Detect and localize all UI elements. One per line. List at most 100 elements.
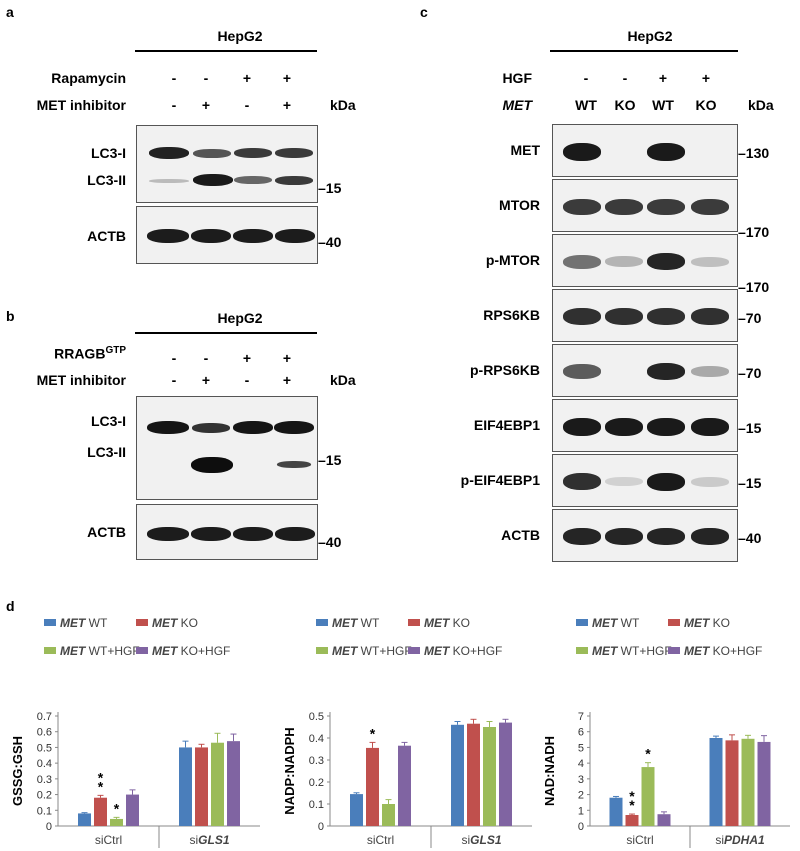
bar — [382, 804, 395, 826]
protein-label-actb: ACTB — [87, 228, 126, 244]
bar — [641, 767, 655, 826]
y-tick-label: 5 — [578, 742, 584, 754]
bar — [725, 740, 739, 826]
y-axis-label: NADP:NADPH — [282, 727, 297, 814]
y-tick-label: 0 — [578, 821, 584, 833]
band — [563, 473, 601, 490]
protein-label-lc3-i: LC3-I — [91, 413, 126, 429]
blot-mtor — [552, 179, 738, 232]
panel-d-charts: MET WT MET KO MET WT+HGF MET KO+HGF GSSG:GSH… — [10, 616, 790, 848]
band — [275, 148, 313, 158]
band — [691, 418, 729, 436]
band — [691, 477, 729, 487]
panel-label-c: c — [420, 4, 428, 20]
band — [691, 366, 729, 377]
protein-label: p-RPS6KB — [469, 361, 540, 378]
bar-chart-1: MET WT MET KO MET WT+HGF MET KO+HGF GSSG:GSH… — [10, 616, 260, 848]
legend-label: MET WT+HGF — [60, 644, 140, 658]
band — [191, 457, 233, 473]
protein-label-actb: ACTB — [87, 524, 126, 540]
category-label: siGLS1 — [189, 833, 229, 847]
rragb-superscript: GTP — [105, 345, 126, 356]
blot-actb — [136, 206, 318, 264]
band — [191, 229, 231, 243]
y-tick-label: 0.1 — [37, 805, 52, 817]
y-axis-label: GSSG:GSH — [10, 736, 25, 806]
band — [563, 143, 601, 161]
band — [233, 527, 273, 541]
kda-value: 15 — [325, 452, 342, 468]
treatment-sign: - — [171, 97, 177, 113]
treatment-sign: + — [282, 350, 292, 366]
kda-value: 40 — [325, 234, 342, 250]
kda-value: 130 — [745, 144, 770, 161]
treatment-sign: + — [282, 372, 292, 388]
bar — [483, 727, 496, 826]
treatment-sign: - — [171, 372, 177, 388]
bar — [609, 797, 623, 826]
bar — [78, 813, 91, 826]
blot-eif4ebp1 — [552, 399, 738, 452]
legend-swatch — [408, 647, 420, 654]
band — [193, 174, 233, 186]
treatment-sign: - — [244, 97, 250, 113]
kda-value: 15 — [325, 180, 342, 196]
kda-marker: –15 — [318, 180, 342, 196]
band — [647, 473, 685, 491]
bar — [94, 797, 107, 826]
band — [275, 229, 315, 243]
y-tick-label: 0.5 — [37, 742, 52, 754]
band — [691, 308, 729, 325]
band — [234, 148, 272, 158]
legend-swatch — [44, 647, 56, 654]
band — [647, 528, 685, 545]
bar — [211, 742, 224, 826]
legend-swatch — [668, 647, 680, 654]
protein-label: EIF4EBP1 — [473, 416, 540, 433]
category-label: siCtrl — [95, 833, 122, 847]
legend-swatch — [136, 647, 148, 654]
condition-label-rapamycin: Rapamycin — [51, 70, 126, 86]
band — [605, 477, 643, 486]
bar — [625, 815, 639, 826]
bar — [709, 738, 723, 826]
significance-marker: * — [98, 778, 104, 794]
protein-label: p-EIF4EBP1 — [460, 471, 540, 488]
cell-line-bar — [135, 332, 317, 334]
legend-swatch — [408, 619, 420, 626]
category-label: siPDHA1 — [715, 833, 765, 847]
y-tick-label: 0.7 — [37, 711, 52, 723]
kda-value: 40 — [325, 534, 342, 550]
kda-marker: –15 — [738, 419, 762, 436]
legend-label: MET WT+HGF — [592, 644, 672, 658]
legend-label: MET WT — [332, 616, 380, 630]
blot-p-mtor — [552, 234, 738, 287]
cell-line-label: HepG2 — [217, 28, 263, 44]
kda-marker: –15 — [738, 474, 762, 491]
kda-marker: –40 — [738, 529, 762, 546]
treatment-sign: - — [203, 350, 209, 366]
bar-chart-3: MET WT MET KO MET WT+HGF MET KO+HGF NAD:NADH… — [542, 616, 790, 848]
band — [605, 528, 643, 545]
treatment-sign: - — [203, 70, 209, 86]
kda-value: 70 — [745, 309, 762, 326]
band — [233, 421, 273, 434]
genotype-label: WT — [652, 97, 674, 113]
blot-lc3 — [136, 125, 318, 203]
band — [192, 423, 230, 433]
treatment-sign: + — [201, 372, 211, 388]
legend-swatch — [316, 647, 328, 654]
kda-marker: –170 — [738, 224, 770, 240]
bar — [657, 814, 671, 826]
treatment-sign: + — [658, 70, 668, 86]
condition-label-rragb: RRAGBGTP — [0, 345, 126, 362]
cell-line-bar — [135, 50, 317, 52]
band — [605, 308, 643, 325]
kda-value: 170 — [745, 224, 770, 240]
treatment-sign: - — [622, 70, 628, 86]
band — [147, 421, 189, 434]
protein-label: p-MTOR — [485, 251, 540, 268]
legend-label: MET WT — [592, 616, 640, 630]
legend-label: MET KO — [684, 616, 730, 630]
band — [277, 461, 311, 468]
